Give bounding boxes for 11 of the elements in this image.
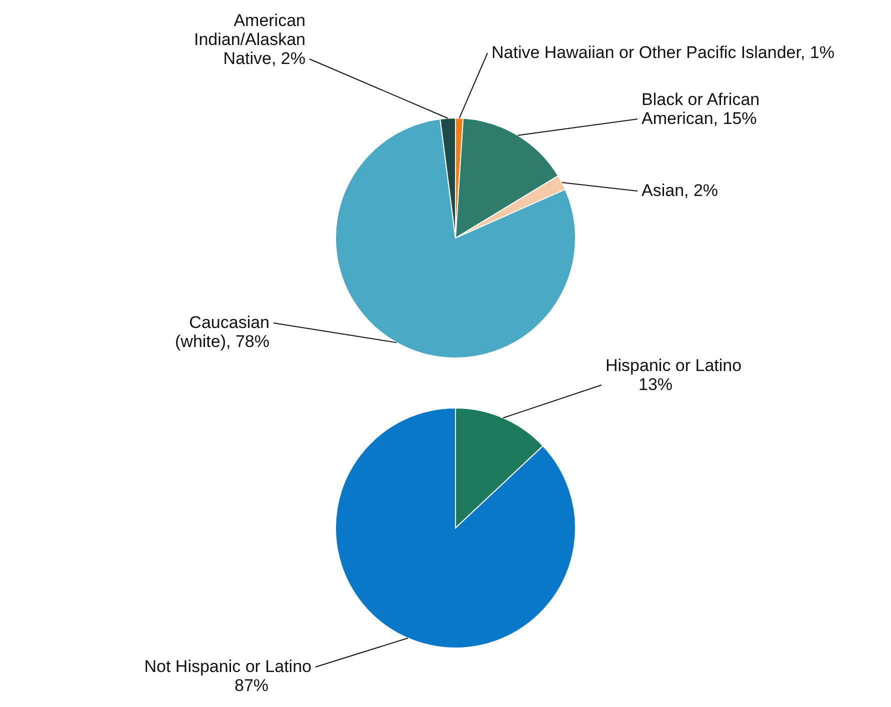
slice-label: American Indian/Alaskan Native, 2% [194, 11, 306, 68]
pie-slice [335, 118, 576, 358]
slice-label: Native Hawaiian or Other Pacific Islander, 1% [492, 43, 834, 62]
slice-label: Asian, 2% [642, 181, 718, 200]
slice-label: Black or African American, 15% [642, 90, 760, 128]
data-label: 13% [638, 375, 673, 394]
pie-slice [335, 408, 576, 648]
slice-label: Hispanic or Latino [606, 356, 742, 375]
data-label: 87% [234, 676, 269, 695]
slice-label: Caucasian (white), 78% [175, 313, 270, 351]
slice-label: Not Hispanic or Latino [144, 657, 312, 676]
